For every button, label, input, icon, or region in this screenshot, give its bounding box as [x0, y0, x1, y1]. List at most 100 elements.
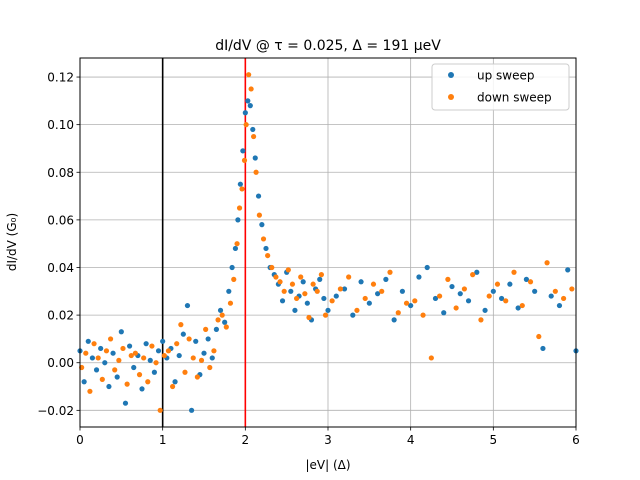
data-point [289, 281, 296, 287]
data-point [165, 348, 172, 354]
series-up-sweep [77, 98, 579, 413]
data-point [461, 286, 467, 292]
data-point [449, 283, 455, 290]
data-point [245, 98, 251, 104]
data-point [486, 293, 492, 299]
data-point [317, 276, 323, 282]
data-point [269, 264, 275, 271]
data-point [304, 300, 310, 306]
data-point [124, 381, 130, 387]
data-point [219, 312, 225, 318]
legend-label-up-sweep: up sweep [477, 69, 535, 83]
reference-lines [161, 58, 247, 427]
data-point [247, 103, 253, 109]
data-point [81, 379, 87, 385]
data-point [321, 295, 327, 302]
data-point [160, 338, 166, 344]
data-point [189, 407, 195, 413]
y-tick-label: 0.08 [47, 166, 74, 180]
legend: up sweep down sweep [431, 63, 570, 111]
data-point [95, 355, 101, 361]
data-point [250, 126, 256, 133]
data-point [310, 281, 316, 287]
data-point [441, 310, 447, 316]
data-point [527, 279, 534, 285]
data-point [503, 298, 509, 304]
data-point [478, 317, 484, 323]
x-axis-label: |eV| (Δ) [305, 458, 350, 472]
data-point [215, 317, 221, 323]
data-point [203, 326, 209, 332]
data-point [273, 274, 279, 280]
data-point [445, 276, 451, 282]
data-point [260, 236, 267, 242]
data-point [408, 302, 414, 309]
data-point [198, 357, 205, 363]
data-point [229, 264, 235, 271]
data-point [136, 372, 143, 378]
data-point [106, 383, 112, 390]
data-point [420, 312, 426, 318]
data-point [432, 295, 439, 302]
data-point [279, 298, 286, 304]
data-point [128, 352, 134, 359]
data-point [569, 286, 575, 292]
data-point [341, 286, 348, 292]
data-point [292, 307, 298, 313]
data-point [155, 348, 162, 354]
data-point [548, 293, 554, 299]
y-axis-label: dI/dV (G₀) [5, 213, 19, 271]
data-point [298, 274, 304, 280]
data-point [252, 155, 258, 161]
data-point [239, 186, 245, 192]
data-point [139, 386, 145, 392]
data-point [370, 281, 377, 287]
data-point [176, 352, 182, 359]
data-point [227, 300, 234, 306]
data-point [465, 298, 472, 304]
data-point [474, 269, 480, 275]
data-point [424, 264, 430, 271]
data-point [383, 276, 389, 282]
data-point [222, 319, 228, 325]
data-point [428, 355, 434, 361]
data-point [131, 364, 137, 371]
data-point [395, 310, 401, 316]
x-tick-label: 2 [242, 433, 250, 447]
data-point [399, 288, 405, 294]
data-point [87, 388, 93, 394]
x-tick-label: 3 [324, 433, 332, 447]
data-point [375, 291, 381, 297]
data-point [122, 400, 129, 406]
y-tick-label: 0.12 [47, 71, 74, 85]
data-point [205, 336, 211, 342]
data-point [107, 336, 114, 342]
data-point [243, 122, 249, 128]
data-point [89, 355, 95, 361]
x-tick-label: 0 [76, 433, 84, 447]
y-tick-label: 0.10 [47, 118, 74, 132]
data-points [77, 72, 579, 413]
data-point [217, 307, 224, 313]
data-point [300, 279, 306, 285]
data-point [314, 288, 320, 294]
data-point [114, 374, 120, 380]
data-point [91, 341, 97, 347]
x-axis-ticks: 0 1 2 3 4 5 6 [76, 427, 580, 447]
data-point [186, 336, 192, 342]
data-point [259, 222, 265, 228]
data-point [277, 279, 283, 285]
data-point [231, 276, 237, 282]
x-tick-label: 5 [490, 433, 498, 447]
x-tick-label: 1 [159, 433, 167, 447]
y-tick-label: 0.02 [47, 309, 74, 323]
legend-box [431, 63, 570, 111]
data-point [470, 272, 476, 278]
data-point [236, 205, 243, 211]
data-point [211, 348, 217, 354]
data-point [507, 281, 513, 287]
data-point [153, 360, 159, 366]
data-point [180, 331, 186, 337]
data-point [102, 360, 108, 366]
data-point [482, 307, 488, 313]
